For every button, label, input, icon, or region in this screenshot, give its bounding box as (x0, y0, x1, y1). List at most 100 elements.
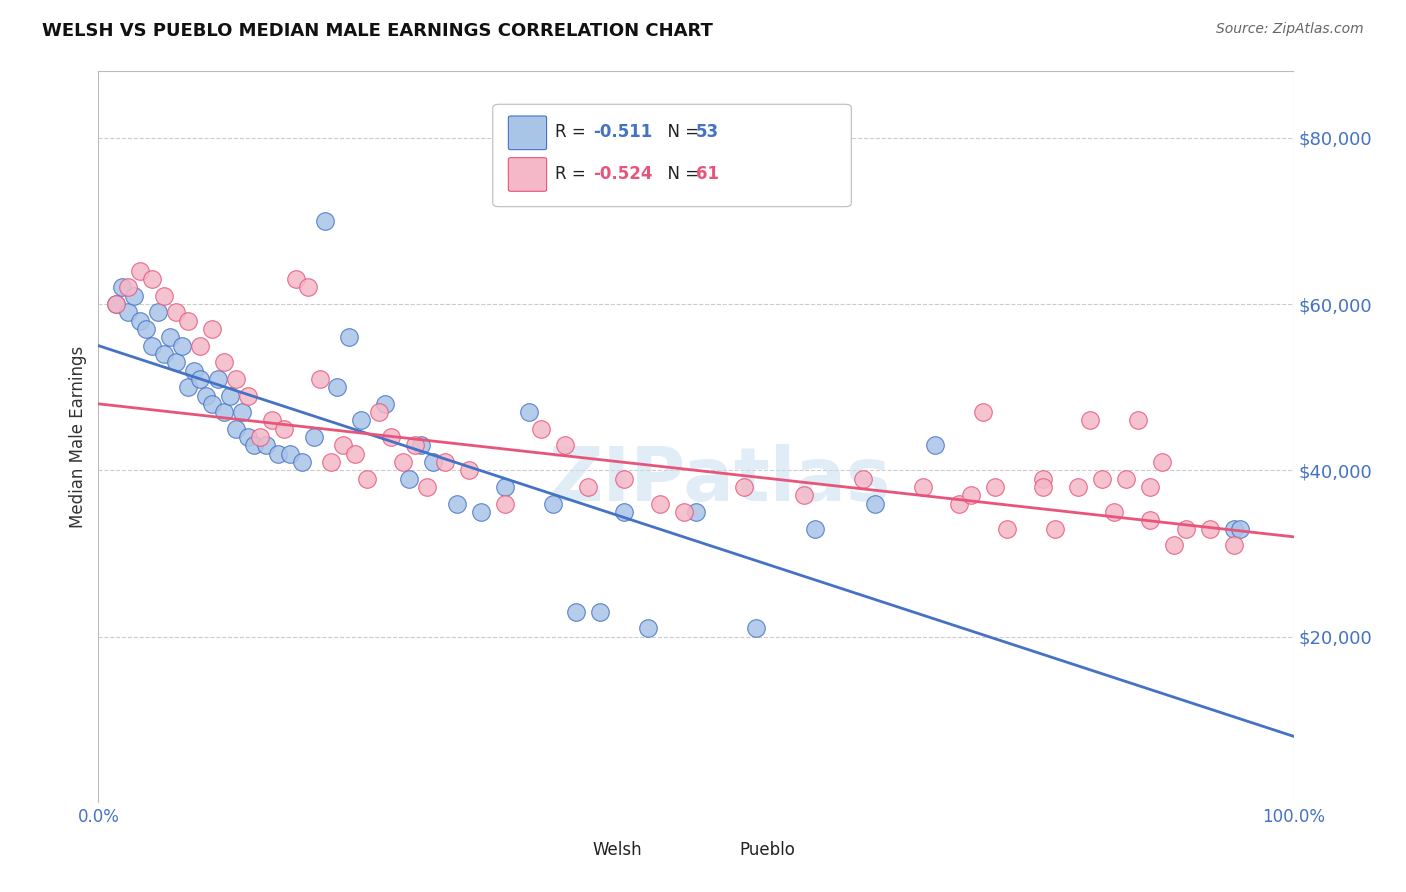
Point (273, 422, 295, 436)
Point (291, 455, 314, 469)
FancyBboxPatch shape (690, 830, 733, 871)
Point (398, 472, 420, 486)
Point (148, 305, 170, 319)
Point (368, 405, 391, 419)
Point (589, 605, 612, 619)
Point (129, 264, 152, 278)
Point (105, 297, 128, 311)
Point (177, 314, 200, 328)
FancyBboxPatch shape (509, 158, 547, 191)
Point (494, 480, 516, 494)
Point (685, 505, 707, 519)
Point (1128, 413, 1150, 427)
Point (153, 289, 176, 303)
Point (165, 355, 187, 369)
Point (188, 372, 211, 386)
Point (565, 605, 588, 619)
Text: 53: 53 (696, 123, 718, 141)
Point (124, 289, 146, 303)
Point (141, 272, 163, 286)
Point (117, 280, 139, 294)
Point (172, 338, 194, 352)
Point (422, 455, 444, 469)
Point (554, 438, 576, 452)
Point (458, 463, 481, 477)
Point (972, 405, 994, 419)
Point (267, 447, 290, 461)
Point (159, 330, 181, 344)
Point (153, 347, 176, 361)
Point (1223, 521, 1246, 535)
Text: ZIPatlas: ZIPatlas (548, 444, 891, 517)
Text: 61: 61 (696, 165, 718, 183)
Point (1067, 480, 1090, 494)
Point (924, 438, 946, 452)
Point (177, 380, 200, 394)
Text: -0.511: -0.511 (593, 123, 652, 141)
Point (236, 388, 259, 402)
Point (339, 330, 361, 344)
Point (284, 272, 307, 286)
Point (578, 480, 600, 494)
Point (404, 438, 426, 452)
Point (278, 447, 301, 461)
FancyBboxPatch shape (509, 116, 547, 150)
Point (995, 521, 1018, 535)
Text: Source: ZipAtlas.com: Source: ZipAtlas.com (1216, 22, 1364, 37)
Point (793, 488, 815, 502)
Point (1043, 521, 1066, 535)
Point (183, 363, 205, 377)
Point (470, 505, 492, 519)
Point (201, 397, 224, 411)
Point (613, 505, 636, 519)
Point (948, 497, 970, 511)
Point (392, 455, 415, 469)
Point (302, 430, 325, 444)
Point (212, 405, 235, 419)
Text: N =: N = (657, 123, 704, 141)
Point (650, 497, 672, 511)
Point (912, 480, 935, 494)
Point (315, 214, 337, 228)
Point (201, 322, 224, 336)
Point (236, 430, 259, 444)
Point (380, 430, 402, 444)
Point (207, 372, 229, 386)
Point (1229, 521, 1251, 535)
Point (1032, 480, 1054, 494)
Text: Pueblo: Pueblo (740, 841, 794, 859)
FancyBboxPatch shape (543, 830, 586, 871)
Text: Welsh: Welsh (592, 841, 641, 859)
Point (249, 430, 271, 444)
Point (1152, 455, 1174, 469)
Point (984, 480, 1007, 494)
FancyBboxPatch shape (494, 104, 852, 207)
Point (1032, 472, 1054, 486)
Point (254, 438, 277, 452)
Point (188, 338, 211, 352)
Point (745, 621, 768, 635)
Point (1139, 513, 1161, 527)
Point (541, 497, 564, 511)
Point (356, 472, 378, 486)
Point (1163, 538, 1185, 552)
Point (219, 388, 242, 402)
Point (321, 455, 343, 469)
Point (326, 380, 349, 394)
Point (344, 447, 367, 461)
Point (243, 438, 266, 452)
Point (231, 405, 253, 419)
Point (517, 405, 540, 419)
Point (308, 372, 330, 386)
Point (212, 355, 235, 369)
Text: WELSH VS PUEBLO MEDIAN MALE EARNINGS CORRELATION CHART: WELSH VS PUEBLO MEDIAN MALE EARNINGS COR… (42, 22, 713, 40)
Point (804, 521, 827, 535)
Point (960, 488, 983, 502)
Point (1199, 521, 1222, 535)
Point (530, 422, 553, 436)
Point (852, 472, 875, 486)
Point (332, 438, 354, 452)
Text: N =: N = (657, 165, 704, 183)
Point (865, 497, 887, 511)
Text: -0.524: -0.524 (593, 165, 652, 183)
